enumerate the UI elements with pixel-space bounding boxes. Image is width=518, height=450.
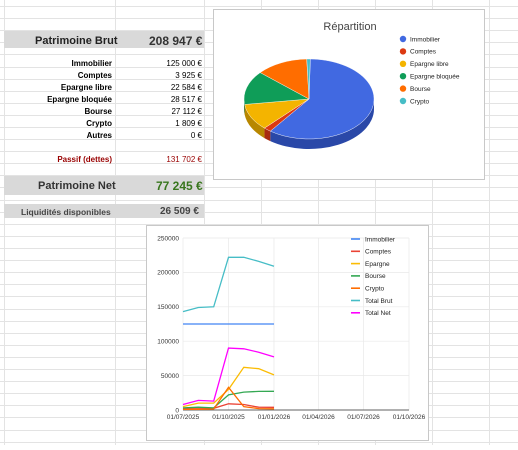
x-tick-label: 01/10/2025 — [212, 414, 245, 421]
passif-label[interactable]: Passif (dettes) — [57, 155, 112, 164]
brut-label[interactable]: Patrimoine Brut — [35, 35, 118, 47]
pie-slice-immobilier[interactable] — [269, 58, 375, 140]
liquid-row-bg — [4, 204, 204, 218]
series-line-bourse[interactable] — [182, 390, 275, 409]
line-legend-label: Total Brut — [365, 298, 393, 305]
item-label-bourse[interactable]: Bourse — [84, 107, 112, 116]
pie-slice-side-epargne-libre — [244, 104, 265, 139]
liquid-value[interactable]: 26 509 € — [160, 206, 199, 217]
item-label-crypto[interactable]: Crypto — [86, 119, 112, 128]
item-value-bourse[interactable]: 27 112 € — [171, 107, 202, 116]
x-tick-label: 01/07/2026 — [347, 414, 380, 421]
line-chart: 0 50000 100000 150000 200000 250000 01/07/2025… — [157, 235, 426, 421]
item-value-autres[interactable]: 0 € — [190, 131, 202, 140]
pie-legend-label: Comptes — [410, 49, 437, 56]
item-value-epargne-bloquee[interactable]: 28 517 € — [170, 95, 202, 104]
item-value-immobilier[interactable]: 125 000 € — [166, 59, 202, 68]
pie-legend-marker — [399, 60, 407, 67]
x-tick-label: 01/10/2026 — [393, 414, 426, 421]
y-tick-label: 150000 — [157, 304, 179, 311]
line-legend-label: Bourse — [365, 273, 386, 280]
series-line-crypto[interactable] — [183, 386, 275, 410]
pie-slice-side-comptes — [264, 128, 271, 142]
y-tick-label: 250000 — [157, 235, 179, 242]
line-legend-label: Comptes — [365, 249, 392, 256]
pie-legend-label: Epargne bloquée — [410, 74, 460, 81]
pie-legend-marker — [399, 35, 407, 43]
line-chart-panel[interactable]: 0 50000 100000 150000 200000 250000 01/07/2025… — [146, 225, 429, 441]
item-label-immobilier[interactable]: Immobilier — [71, 59, 112, 68]
pie-legend-label: Immobilier — [410, 36, 441, 43]
pie-legend-marker — [399, 85, 407, 92]
net-value[interactable]: 77 245 € — [156, 179, 203, 193]
y-tick-label: 0 — [175, 407, 179, 414]
net-row-bg — [4, 176, 204, 195]
y-tick-label: 200000 — [157, 270, 179, 277]
series-line-epargne[interactable] — [182, 366, 275, 408]
item-value-comptes[interactable]: 3 925 € — [175, 71, 202, 80]
line-legend-label: Immobilier — [365, 236, 396, 243]
net-label[interactable]: Patrimoine Net — [38, 180, 116, 192]
line-legend-label: Epargne — [365, 261, 390, 268]
series-line-total-net[interactable] — [182, 347, 275, 406]
pie-legend-label: Bourse — [410, 86, 431, 93]
liquid-label[interactable]: Liquidités disponibles — [21, 207, 111, 217]
pie-legend-marker — [399, 97, 407, 105]
pie-legend-label: Crypto — [410, 98, 430, 105]
line-legend-label: Crypto — [365, 286, 385, 293]
series-line-comptes[interactable] — [182, 403, 275, 410]
brut-value[interactable]: 208 947 € — [149, 34, 203, 48]
x-tick-label: 01/07/2025 — [167, 414, 200, 421]
pie-slice-epargne-bloquée[interactable] — [243, 72, 310, 105]
pie-chart: Répartition Immobilier Comptes Epargne lib… — [243, 21, 460, 150]
item-label-comptes[interactable]: Comptes — [77, 71, 112, 80]
item-label-autres[interactable]: Autres — [86, 131, 112, 140]
pie-legend-label: Epargne libre — [410, 61, 449, 68]
pie-chart-title: Répartition — [323, 21, 376, 33]
pie-legend-marker — [399, 73, 407, 80]
passif-value[interactable]: 131 702 € — [166, 155, 202, 164]
pie-chart-panel[interactable]: Répartition Immobilier Comptes Epargne lib… — [213, 9, 485, 180]
line-legend-label: Total Net — [365, 310, 391, 317]
series-line-total-brut[interactable] — [182, 256, 275, 313]
item-label-epargne-bloquee[interactable]: Epargne bloquée — [47, 95, 112, 104]
item-value-epargne-libre[interactable]: 22 584 € — [170, 83, 202, 92]
pie-legend-marker — [399, 48, 407, 55]
x-tick-label: 01/04/2026 — [302, 414, 335, 421]
brut-row-bg — [4, 31, 204, 48]
pie-slice-side-immobilier — [270, 99, 374, 150]
x-tick-label: 01/01/2026 — [258, 414, 291, 421]
item-value-crypto[interactable]: 1 809 € — [175, 119, 202, 128]
pie-slice-crypto[interactable] — [306, 58, 311, 100]
y-tick-label: 100000 — [157, 339, 179, 346]
y-tick-label: 50000 — [161, 373, 179, 380]
item-label-epargne-libre[interactable]: Epargne libre — [60, 83, 112, 92]
